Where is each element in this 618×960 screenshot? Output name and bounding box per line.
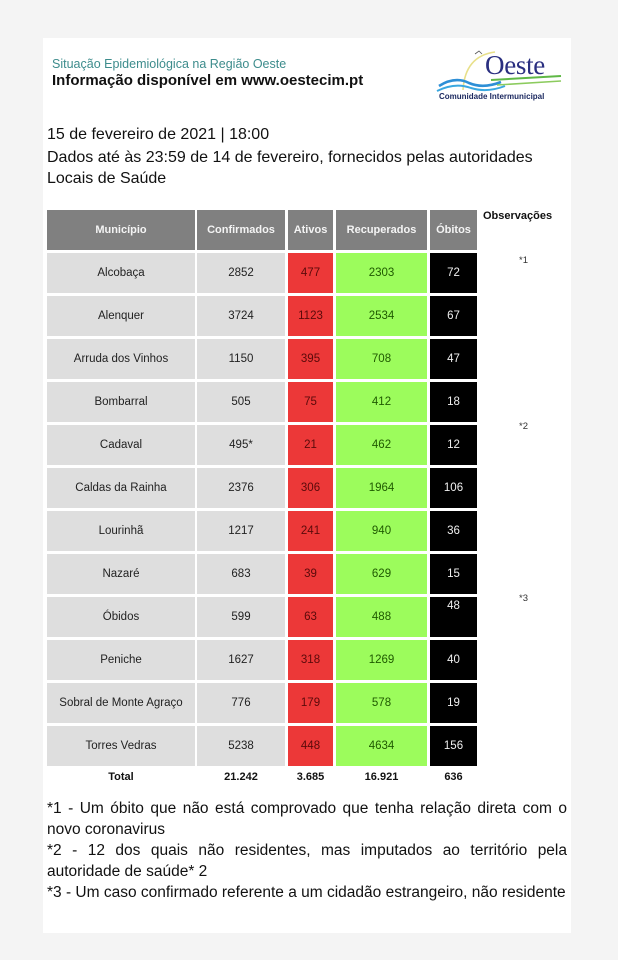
col-header-municipio: Município — [47, 210, 195, 250]
cell-confirmados: 495* — [197, 425, 285, 465]
cell-confirmados: 599 — [197, 597, 285, 637]
cell-recuperados: 4634 — [336, 726, 427, 766]
cell-obitos: 48 — [430, 597, 477, 637]
cell-recuperados: 462 — [336, 425, 427, 465]
cell-municipio: Alcobaça — [47, 253, 195, 293]
cell-municipio: Óbidos — [47, 597, 195, 637]
cell-obitos: 156 — [430, 726, 477, 766]
cell-obitos: 15 — [430, 554, 477, 594]
observation-marker: *2 — [519, 421, 528, 432]
cell-municipio: Nazaré — [47, 554, 195, 594]
cell-ativos: 448 — [288, 726, 333, 766]
cell-obitos: 40 — [430, 640, 477, 680]
cell-confirmados: 683 — [197, 554, 285, 594]
cell-municipio: Lourinhã — [47, 511, 195, 551]
observation-marker: *3 — [519, 593, 528, 604]
logo-tagline: Comunidade Intermunicipal — [439, 92, 545, 101]
report-title: Informação disponível em www.oestecim.pt — [52, 72, 364, 89]
cell-confirmados: 3724 — [197, 296, 285, 336]
cell-recuperados: 2303 — [336, 253, 427, 293]
cell-recuperados: 629 — [336, 554, 427, 594]
report-card: Situação Epidemiológica na Região Oeste … — [43, 38, 571, 933]
cell-municipio: Peniche — [47, 640, 195, 680]
cell-ativos: 306 — [288, 468, 333, 508]
report-subtitle: Situação Epidemiológica na Região Oeste — [52, 57, 287, 71]
cell-obitos: 18 — [430, 382, 477, 422]
footnote-3: *3 - Um caso confirmado referente a um c… — [47, 884, 566, 901]
cell-ativos: 75 — [288, 382, 333, 422]
cell-obitos: 19 — [430, 683, 477, 723]
cell-obitos: 47 — [430, 339, 477, 379]
cell-ativos: 179 — [288, 683, 333, 723]
cell-confirmados: 1627 — [197, 640, 285, 680]
cell-municipio: Bombarral — [47, 382, 195, 422]
cell-recuperados: 2534 — [336, 296, 427, 336]
cell-confirmados: 5238 — [197, 726, 285, 766]
cell-recuperados: 1964 — [336, 468, 427, 508]
cell-ativos: 63 — [288, 597, 333, 637]
cell-ativos: 395 — [288, 339, 333, 379]
footnotes: *1 - Um óbito que não está comprovado qu… — [47, 798, 567, 903]
cell-recuperados: 940 — [336, 511, 427, 551]
cell-obitos: 67 — [430, 296, 477, 336]
observations-header: Observações — [483, 210, 553, 222]
cell-obitos: 36 — [430, 511, 477, 551]
cell-recuperados: 708 — [336, 339, 427, 379]
cell-confirmados: 505 — [197, 382, 285, 422]
cell-obitos: 12 — [430, 425, 477, 465]
oeste-logo-icon — [436, 50, 562, 92]
cell-confirmados: 1150 — [197, 339, 285, 379]
report-description: Dados até às 23:59 de 14 de fevereiro, f… — [47, 149, 533, 187]
oeste-logo: Oeste Comunidade Intermunicipal — [435, 46, 565, 104]
cell-ativos: 39 — [288, 554, 333, 594]
total-ativos: 3.685 — [296, 771, 325, 783]
cell-municipio: Torres Vedras — [47, 726, 195, 766]
cell-recuperados: 488 — [336, 597, 427, 637]
cell-ativos: 241 — [288, 511, 333, 551]
cell-recuperados: 578 — [336, 683, 427, 723]
total-recuperados: 16.921 — [364, 771, 399, 783]
total-confirmados: 21.242 — [224, 771, 258, 783]
cell-confirmados: 2852 — [197, 253, 285, 293]
cell-confirmados: 776 — [197, 683, 285, 723]
total-label: Total — [108, 771, 134, 783]
cell-municipio: Cadaval — [47, 425, 195, 465]
cell-confirmados: 2376 — [197, 468, 285, 508]
cell-obitos: 106 — [430, 468, 477, 508]
cell-municipio: Alenquer — [47, 296, 195, 336]
cell-municipio: Sobral de Monte Agraço — [47, 683, 195, 723]
logo-wordmark: Oeste — [485, 50, 545, 80]
col-header-obitos: Óbitos — [430, 210, 477, 250]
col-header-recuperados: Recuperados — [336, 210, 427, 250]
cell-recuperados: 1269 — [336, 640, 427, 680]
cell-obitos: 72 — [430, 253, 477, 293]
cell-confirmados: 1217 — [197, 511, 285, 551]
cell-municipio: Caldas da Rainha — [47, 468, 195, 508]
col-header-confirmados: Confirmados — [197, 210, 285, 250]
cell-municipio: Arruda dos Vinhos — [47, 339, 195, 379]
cell-ativos: 477 — [288, 253, 333, 293]
observation-marker: *1 — [519, 255, 528, 266]
cell-recuperados: 412 — [336, 382, 427, 422]
footnote-1: *1 - Um óbito que não está comprovado qu… — [47, 800, 567, 838]
cell-ativos: 318 — [288, 640, 333, 680]
col-header-ativos: Ativos — [288, 210, 333, 250]
cell-ativos: 1123 — [288, 296, 333, 336]
total-obitos: 636 — [444, 771, 463, 783]
report-date: 15 de fevereiro de 2021 | 18:00 — [47, 126, 270, 143]
footnote-2: *2 - 12 dos quais não residentes, mas im… — [47, 842, 567, 880]
cell-ativos: 21 — [288, 425, 333, 465]
